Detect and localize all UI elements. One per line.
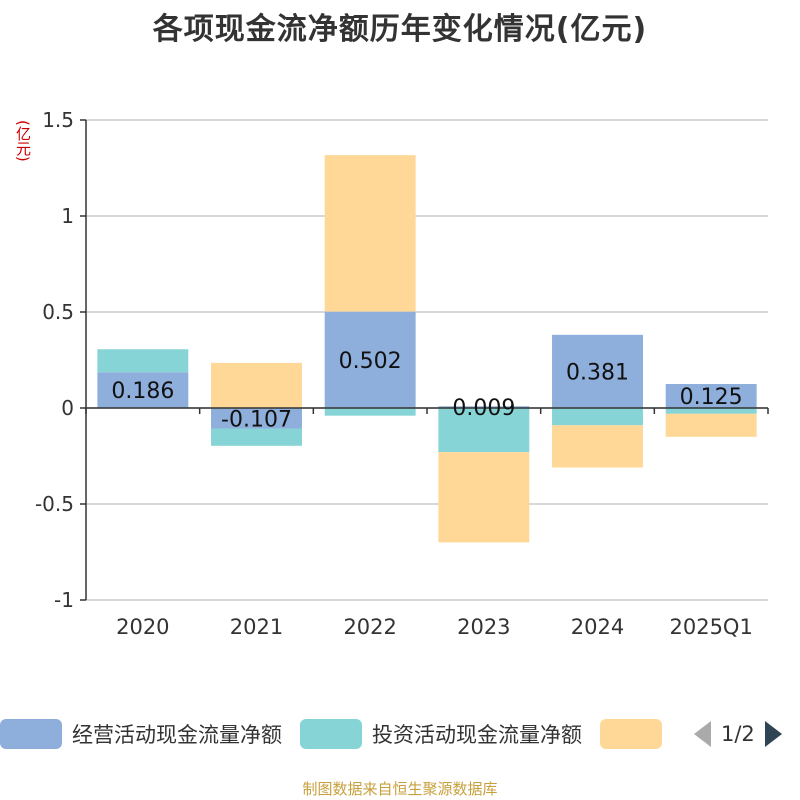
y-axis-unit-label: (亿元) xyxy=(14,120,32,162)
bar-s2-2022 xyxy=(324,155,416,312)
bar-s2-2025Q1 xyxy=(665,413,757,437)
bar-s0-2020 xyxy=(97,372,189,408)
x-tick-label: 2020 xyxy=(116,615,169,639)
prev-page-icon[interactable] xyxy=(694,721,711,747)
y-tick-label: 1 xyxy=(61,204,74,228)
legend-swatch-operating xyxy=(0,719,62,749)
bar-s1-2024 xyxy=(552,408,643,426)
bar-s0-2021 xyxy=(211,408,302,429)
data-label: 0.502 xyxy=(339,349,402,374)
y-tick-label: 1.5 xyxy=(42,108,74,132)
data-label: -0.107 xyxy=(221,407,292,432)
bar-s2-2021 xyxy=(211,362,302,408)
legend-item-investing[interactable]: 投资活动现金流量净额 xyxy=(300,719,582,749)
bar-s0-2023 xyxy=(438,406,530,408)
legend: 经营活动现金流量净额 投资活动现金流量净额 1/2 xyxy=(0,716,800,752)
data-label: 0.186 xyxy=(111,379,174,404)
legend-swatch-investing xyxy=(300,719,362,749)
data-label: 0.009 xyxy=(452,396,515,421)
source-note: 制图数据来自恒生聚源数据库 xyxy=(302,780,498,798)
y-tick-label: -0.5 xyxy=(35,492,74,516)
bar-s1-2025Q1 xyxy=(665,408,757,414)
bar-s1-2023 xyxy=(438,408,530,453)
legend-page-indicator: 1/2 xyxy=(721,722,755,746)
legend-pager: 1/2 xyxy=(694,721,782,747)
bar-s2-2024 xyxy=(552,425,643,468)
y-tick-label: 0.5 xyxy=(42,300,74,324)
data-label: 0.125 xyxy=(680,385,743,410)
x-tick-label: 2021 xyxy=(230,615,283,639)
bar-s0-2025Q1 xyxy=(665,384,757,408)
legend-label-operating: 经营活动现金流量净额 xyxy=(72,723,282,747)
bar-s0-2024 xyxy=(552,334,643,408)
legend-item-operating[interactable]: 经营活动现金流量净额 xyxy=(0,719,282,749)
next-page-icon[interactable] xyxy=(764,721,782,747)
x-tick-label: 2025Q1 xyxy=(669,615,752,639)
bar-s2-2023 xyxy=(438,452,530,543)
bar-s1-2020 xyxy=(97,349,189,373)
x-tick-label: 2022 xyxy=(343,615,396,639)
y-tick-label: -1 xyxy=(54,588,74,612)
chart-area: 1.5 1 0.5 0 -0.5 -1 2020 2021 2022 2023 2024 2025Q1… xyxy=(35,108,769,639)
bar-s0-2022 xyxy=(324,311,416,408)
y-tick-label: 0 xyxy=(61,396,74,420)
data-label: 0.381 xyxy=(566,360,629,385)
legend-swatch-financing xyxy=(600,719,662,749)
chart-title: 各项现金流净额历年变化情况(亿元) xyxy=(152,12,648,47)
x-tick-label: 2023 xyxy=(457,615,510,639)
bar-s1-2021 xyxy=(211,428,302,446)
legend-item-financing[interactable] xyxy=(600,719,672,749)
legend-label-investing: 投资活动现金流量净额 xyxy=(372,723,582,747)
bar-s1-2022 xyxy=(324,408,416,416)
x-tick-label: 2024 xyxy=(571,615,624,639)
